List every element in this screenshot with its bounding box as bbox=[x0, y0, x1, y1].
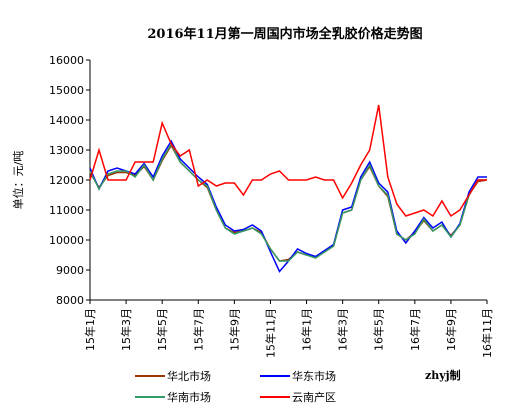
y-tick-label: 10000 bbox=[49, 234, 84, 247]
x-tick-label: 16年9月 bbox=[444, 308, 458, 351]
series-line bbox=[89, 139, 487, 273]
y-tick-label: 13000 bbox=[49, 144, 84, 157]
legend-label: 云南产区 bbox=[292, 390, 336, 404]
x-tick-label: 15年7月 bbox=[191, 308, 205, 351]
y-tick-label: 9000 bbox=[56, 264, 84, 277]
x-tick-label: 16年3月 bbox=[336, 308, 350, 351]
x-tick-label: 16年11月 bbox=[480, 308, 494, 358]
x-tick-label: 16年5月 bbox=[372, 308, 386, 351]
y-axis-label: 单位：元/吨 bbox=[11, 151, 25, 210]
x-tick-label: 16年7月 bbox=[408, 308, 422, 351]
x-tick-label: 15年3月 bbox=[119, 308, 133, 351]
legend-label: 华北市场 bbox=[167, 369, 211, 383]
y-tick-label: 8000 bbox=[56, 294, 84, 307]
series-line bbox=[89, 142, 487, 262]
note: zhyj制 bbox=[425, 368, 461, 382]
x-tick-label: 15年9月 bbox=[227, 308, 241, 351]
y-tick-label: 12000 bbox=[49, 174, 84, 187]
series-line bbox=[89, 143, 488, 262]
legend-label: 华南市场 bbox=[167, 390, 211, 404]
y-tick-label: 16000 bbox=[49, 54, 84, 67]
y-tick-label: 14000 bbox=[49, 114, 84, 127]
y-tick-label: 11000 bbox=[49, 204, 84, 217]
series-line bbox=[89, 104, 487, 218]
y-tick-label: 15000 bbox=[49, 84, 84, 97]
legend-label: 华东市场 bbox=[292, 369, 336, 383]
x-tick-label: 15年11月 bbox=[263, 308, 277, 358]
x-tick-label: 15年5月 bbox=[155, 308, 169, 351]
x-tick-label: 15年1月 bbox=[83, 308, 97, 351]
x-tick-label: 16年1月 bbox=[300, 308, 314, 351]
chart-title: 2016年11月第一周国内市场全乳胶价格走势图 bbox=[147, 26, 422, 42]
